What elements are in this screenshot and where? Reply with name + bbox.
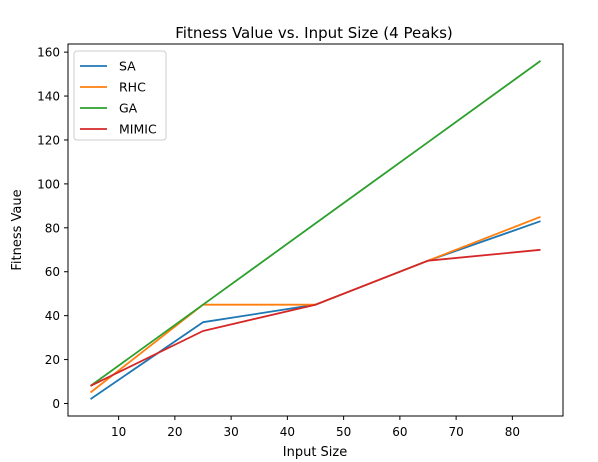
legend-label-ga: GA: [119, 101, 138, 116]
x-tick-label: 40: [280, 425, 295, 439]
legend-label-sa: SA: [119, 59, 136, 74]
y-axis-title: Fitness Vaue: [10, 189, 25, 270]
y-tick-label: 0: [52, 397, 60, 411]
legend: SA RHC GA MIMIC: [73, 50, 167, 141]
x-tick-label: 60: [392, 425, 407, 439]
y-tick-label: 40: [45, 309, 60, 323]
y-axis: 0 20 40 60 80 100 120 140 160: [37, 46, 68, 411]
x-axis: 10 20 30 40 50 60 70 80: [111, 416, 520, 439]
y-tick-label: 120: [37, 133, 60, 147]
series-lines: [89, 60, 542, 400]
series-line-mimic: [90, 248, 541, 387]
y-tick-label: 60: [45, 265, 60, 279]
series-line-ga: [89, 60, 542, 387]
x-axis-title: Input Size: [283, 445, 347, 460]
legend-label-rhc: RHC: [119, 80, 146, 95]
x-tick-label: 80: [505, 425, 520, 439]
x-tick-label: 10: [111, 425, 126, 439]
chart-title: Fitness Value vs. Input Size (4 Peaks): [175, 24, 453, 42]
y-tick-label: 140: [37, 90, 60, 104]
x-tick-label: 50: [336, 425, 351, 439]
x-tick-label: 30: [223, 425, 238, 439]
x-tick-label: 20: [167, 425, 182, 439]
y-tick-label: 160: [37, 46, 60, 60]
y-tick-label: 20: [45, 353, 60, 367]
y-tick-label: 80: [45, 221, 60, 235]
legend-label-mimic: MIMIC: [119, 122, 157, 137]
x-tick-label: 70: [448, 425, 463, 439]
legend-box: [73, 50, 167, 141]
y-tick-label: 100: [37, 177, 60, 191]
